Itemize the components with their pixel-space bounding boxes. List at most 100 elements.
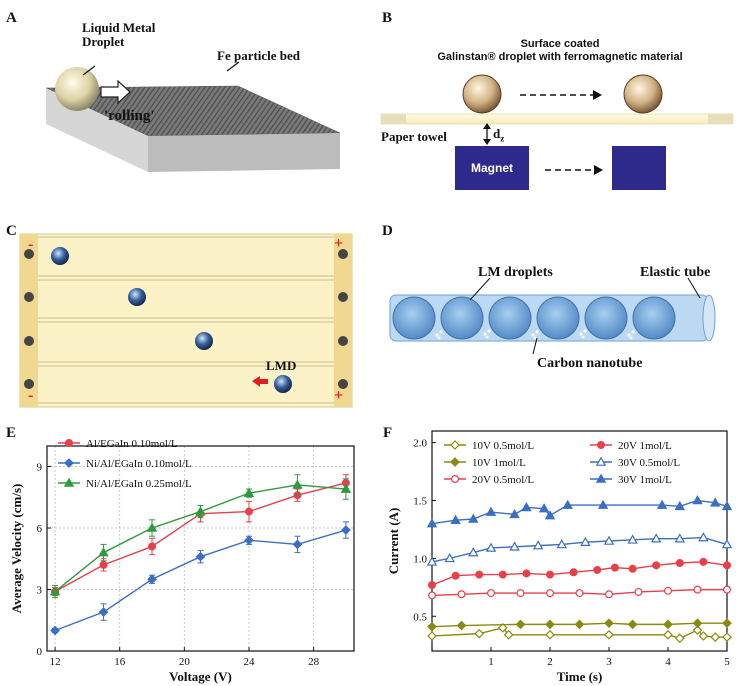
data-point (468, 547, 479, 557)
data-point (148, 542, 157, 551)
data-point (487, 589, 496, 598)
data-point (545, 619, 555, 630)
data-point (426, 518, 438, 528)
data-point (722, 585, 731, 594)
carbon-nanotube-dots (435, 329, 635, 340)
legend-entry: 30V 1mol/L (590, 473, 672, 486)
data-point (597, 499, 609, 509)
legend-label: 30V 1mol/L (618, 474, 672, 486)
legend-label: 30V 0.5mol/L (618, 457, 680, 469)
legend-entry: 30V 0.5mol/L (590, 456, 680, 469)
carbon-nanotube-label: Carbon nanotube (537, 356, 643, 371)
data-point (663, 619, 673, 630)
legend-entry: 10V 1mol/L (444, 457, 526, 469)
coated-droplet-label: Surface coated Galinstan® droplet with f… (437, 38, 683, 63)
legend-marker (596, 441, 605, 450)
data-point (516, 589, 525, 598)
series-line (431, 536, 728, 563)
legend-marker (63, 477, 75, 487)
lmd-label: LMD (266, 358, 297, 373)
legend-label: Al/EGaIn 0.10mol/L (86, 438, 178, 450)
y-axis-title: Average Velocity (cm/s) (9, 484, 24, 614)
data-point (292, 539, 303, 550)
data-point (243, 487, 255, 497)
x-tick-label: 5 (724, 656, 730, 668)
y-tick-label: 1.5 (413, 495, 427, 507)
data-point (503, 629, 514, 640)
electrode-plus-bottom: + (334, 387, 344, 404)
panel-letter-c: C (6, 223, 17, 239)
data-point (468, 513, 479, 523)
legend-marker (64, 439, 73, 448)
magnet-end (612, 146, 666, 190)
tube-droplets (392, 296, 676, 340)
data-point (722, 618, 732, 629)
legend-marker (595, 456, 607, 466)
lmd-droplet-4 (274, 375, 292, 393)
data-point (428, 580, 437, 589)
data-point (722, 561, 731, 570)
data-point (604, 618, 614, 629)
legend-marker (451, 475, 460, 484)
paper-towel-label: Paper towel (381, 129, 447, 144)
y-tick-label: 1.0 (413, 553, 427, 565)
magnet-label: Magnet (471, 161, 513, 175)
coated-droplet-start (462, 74, 502, 114)
legend-label: Ni/Al/EGaIn 0.25mol/L (86, 478, 192, 490)
data-point (532, 540, 544, 550)
lmd-droplet-3 (195, 332, 213, 350)
channel-board (19, 233, 353, 408)
data-point (341, 525, 351, 535)
series-6 (426, 495, 733, 528)
data-point (444, 552, 455, 563)
data-point (538, 503, 550, 513)
data-point (457, 590, 466, 599)
x-tick-label: 12 (50, 656, 61, 668)
x-axis-title: Voltage (V) (169, 669, 232, 684)
data-point (244, 535, 254, 546)
electrode-minus-top: - (28, 236, 34, 253)
y-tick-label: 0 (37, 646, 43, 658)
elastic-tube-label: Elastic tube (640, 265, 711, 280)
legend-marker (450, 440, 460, 450)
data-point (556, 539, 568, 549)
data-point (569, 568, 578, 577)
series-3 (49, 474, 352, 599)
droplet-pointer (82, 65, 96, 76)
legend-entry: Ni/Al/EGaIn 0.10mol/L (58, 458, 192, 470)
data-point (522, 569, 531, 578)
data-point (663, 629, 673, 640)
x-tick-label: 4 (665, 656, 671, 668)
data-point (692, 495, 703, 505)
legend-entry: Al/EGaIn 0.10mol/L (58, 438, 178, 450)
data-point (450, 514, 461, 524)
data-point (650, 533, 662, 543)
data-point (427, 631, 437, 641)
series-1 (427, 622, 732, 644)
x-tick-label: 16 (114, 656, 126, 668)
data-point (244, 507, 253, 516)
data-point (545, 629, 555, 640)
data-point (693, 585, 702, 594)
x-tick-label: 24 (243, 656, 255, 668)
y-tick-label: 3 (37, 585, 43, 597)
data-point (146, 522, 158, 532)
x-tick-label: 3 (606, 656, 612, 668)
data-point (674, 533, 686, 543)
data-point (509, 541, 520, 551)
data-point (340, 483, 352, 493)
data-point (627, 619, 638, 630)
data-point (675, 558, 684, 567)
data-point (195, 506, 206, 516)
data-point (475, 570, 484, 579)
left-electrode-bar (20, 234, 38, 407)
series-2 (50, 521, 351, 636)
data-point (722, 632, 732, 642)
data-point (498, 570, 507, 579)
data-point (50, 625, 60, 636)
data-point (427, 621, 437, 632)
lmd-direction-arrow-icon (252, 376, 268, 387)
